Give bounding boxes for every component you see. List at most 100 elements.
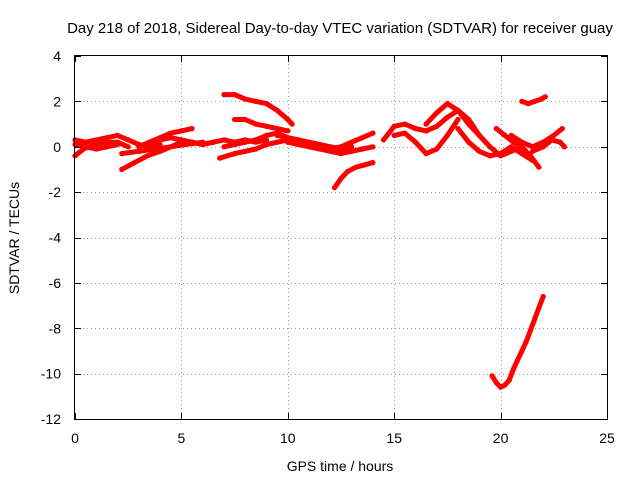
- data-point: [83, 144, 89, 150]
- data-point: [532, 316, 538, 322]
- x-tick-label: 15: [386, 430, 402, 446]
- data-point: [93, 146, 99, 152]
- x-tick-label: 20: [493, 430, 509, 446]
- data-point: [519, 144, 525, 150]
- data-point: [455, 126, 461, 132]
- data-point: [119, 151, 125, 157]
- data-point: [412, 139, 419, 145]
- data-point: [274, 132, 280, 138]
- data-point: [285, 128, 291, 134]
- data-point: [104, 135, 110, 141]
- data-point: [263, 141, 270, 148]
- data-point: [217, 155, 223, 161]
- data-point: [338, 144, 344, 150]
- data-point: [519, 98, 525, 104]
- y-tick-label: -10: [41, 366, 61, 382]
- y-tick-label: 0: [53, 139, 61, 155]
- data-point: [168, 135, 174, 141]
- y-tick-label: -12: [41, 411, 61, 427]
- data-point: [370, 160, 376, 166]
- data-point: [285, 135, 291, 141]
- x-tick-label: 5: [178, 430, 186, 446]
- data-point: [338, 175, 344, 182]
- data-point: [200, 141, 206, 148]
- data-point: [502, 132, 508, 138]
- data-point: [232, 151, 238, 157]
- data-point: [178, 128, 184, 134]
- data-point: [327, 146, 333, 152]
- data-point: [285, 139, 291, 145]
- axis-ticks: [75, 56, 608, 420]
- data-point: [508, 144, 514, 150]
- data-point: [242, 148, 248, 154]
- data-point: [317, 146, 323, 152]
- data-point: [498, 151, 504, 157]
- data-point: [370, 130, 376, 136]
- data-point: [189, 126, 195, 132]
- data-point: [263, 101, 270, 107]
- data-point: [381, 137, 387, 143]
- data-point: [466, 116, 472, 123]
- data-point: [540, 293, 546, 300]
- data-point: [412, 126, 419, 132]
- plot-frame: [74, 55, 608, 420]
- data-point: [274, 139, 280, 145]
- data-point: [444, 114, 450, 120]
- data-point: [221, 137, 227, 143]
- data-point: [487, 144, 493, 150]
- data-point: [536, 305, 542, 311]
- data-point: [519, 348, 525, 354]
- y-tick-label: 2: [53, 93, 61, 109]
- data-point: [332, 185, 338, 191]
- data-point: [136, 148, 142, 154]
- data-point: [104, 144, 110, 150]
- series-arc-26: [489, 294, 546, 390]
- data-point: [306, 144, 312, 150]
- data-point: [493, 380, 499, 386]
- data-point: [532, 98, 538, 104]
- data-point: [370, 144, 376, 150]
- y-tick-label: -8: [49, 320, 62, 336]
- x-tick-label: 0: [71, 430, 79, 446]
- data-point: [306, 139, 312, 145]
- data-point: [527, 327, 534, 334]
- series-arc-5: [119, 139, 206, 157]
- data-point: [434, 123, 440, 129]
- data-point: [221, 144, 227, 150]
- data-series-group: [72, 92, 568, 390]
- data-point: [317, 141, 323, 148]
- data-point: [510, 366, 516, 372]
- data-point: [93, 137, 99, 143]
- data-point: [125, 144, 131, 150]
- data-point: [466, 139, 472, 145]
- data-point: [168, 144, 174, 150]
- data-point: [519, 151, 525, 157]
- data-point: [359, 146, 365, 152]
- data-point: [349, 144, 355, 150]
- data-point: [132, 160, 138, 166]
- data-point: [274, 107, 280, 113]
- data-point: [423, 128, 429, 134]
- data-point: [455, 116, 461, 123]
- data-point: [157, 137, 163, 143]
- data-point: [115, 132, 121, 138]
- data-point: [525, 101, 531, 107]
- data-point: [359, 135, 365, 141]
- data-point: [527, 153, 534, 159]
- data-point: [274, 126, 280, 132]
- data-point: [242, 139, 248, 145]
- data-point: [253, 137, 259, 143]
- data-point: [221, 92, 227, 98]
- data-point: [444, 101, 450, 107]
- data-point: [529, 148, 536, 154]
- data-point: [549, 137, 555, 143]
- data-point: [285, 116, 291, 123]
- data-point: [551, 132, 557, 138]
- data-point: [506, 377, 512, 383]
- data-point: [146, 141, 153, 148]
- data-point: [434, 146, 440, 152]
- data-point: [168, 130, 174, 136]
- data-point: [232, 116, 238, 123]
- series-arc-12: [232, 117, 291, 134]
